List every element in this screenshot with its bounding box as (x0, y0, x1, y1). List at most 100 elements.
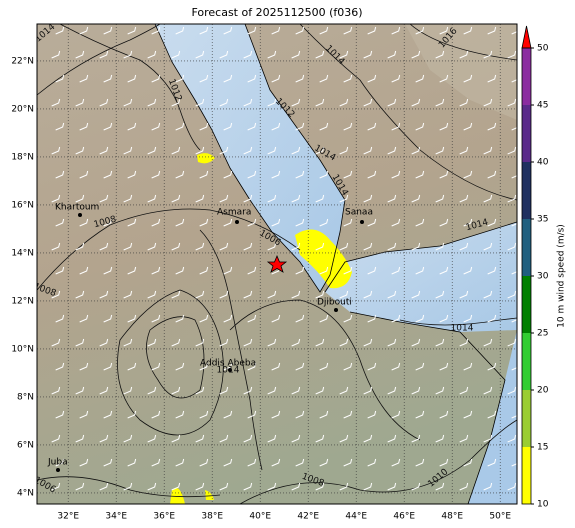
colorbar-segment (522, 48, 531, 105)
wind-barb (459, 146, 469, 155)
wind-barb (339, 290, 349, 299)
wind-barb (195, 50, 205, 59)
wind-barb (123, 146, 133, 155)
wind-barb (147, 338, 157, 347)
wind-barb (199, 410, 209, 419)
wind-barb (387, 338, 397, 347)
city-label: Khartoum (55, 203, 99, 213)
wind-barb (439, 314, 449, 323)
city-dot (334, 308, 338, 312)
wind-barb (243, 434, 253, 443)
wind-barb (127, 314, 137, 323)
wind-barb (271, 74, 281, 83)
wind-barb (343, 458, 353, 467)
wind-barb (199, 122, 209, 131)
wind-barb (243, 482, 253, 491)
wind-barb (147, 290, 157, 299)
wind-barb (175, 218, 185, 227)
wind-barb (271, 170, 281, 179)
wind-barb (487, 122, 497, 131)
wind-barb (223, 122, 233, 131)
wind-barb (223, 170, 233, 179)
wind-barb (483, 386, 493, 395)
wind-barb (319, 410, 329, 419)
coastlines (154, 24, 517, 504)
wind-barb (247, 122, 257, 131)
wind-barb (487, 314, 497, 323)
wind-barb (387, 290, 397, 299)
colorbar-tick-label: 20 (537, 386, 549, 396)
wind-barb (367, 74, 377, 83)
wind-barb (339, 434, 349, 443)
wind-barb (367, 170, 377, 179)
wind-barb (127, 266, 137, 275)
wind-barb (123, 290, 133, 299)
wind-barb (343, 410, 353, 419)
wind-barb (127, 26, 137, 35)
wind-barb (267, 290, 277, 299)
wind-barb (75, 98, 85, 107)
wind-barb (439, 122, 449, 131)
y-tick-label: 8°N (17, 392, 34, 402)
wind-barb (291, 146, 301, 155)
wind-barb (391, 362, 401, 371)
wind-barb (55, 458, 65, 467)
wind-barb (439, 74, 449, 83)
wind-barb (487, 74, 497, 83)
wind-barb (247, 218, 257, 227)
wind-barb (463, 314, 473, 323)
wind-barb (459, 482, 469, 491)
wind-barb (79, 266, 89, 275)
wind-barb (127, 458, 137, 467)
wind-barb (507, 338, 517, 347)
wind-barb (343, 218, 353, 227)
wind-barb (435, 434, 445, 443)
wind-barb (483, 338, 493, 347)
wind-barb (199, 314, 209, 323)
wind-barb (439, 410, 449, 419)
wind-barb (219, 482, 229, 491)
wind-barb (79, 74, 89, 83)
wind-barb (171, 194, 181, 203)
wind-barb (243, 50, 253, 59)
wind-barb (79, 26, 89, 35)
wind-barb (459, 434, 469, 443)
wind-barb (507, 194, 517, 203)
wind-barb (219, 98, 229, 107)
wind-barb (103, 74, 113, 83)
wind-barb (267, 50, 277, 59)
wind-barb (339, 386, 349, 395)
wind-barb (75, 386, 85, 395)
wind-barb (247, 410, 257, 419)
wind-barb (51, 242, 61, 251)
wind-barb (151, 314, 161, 323)
wind-barb (459, 386, 469, 395)
wind-barb (507, 434, 517, 443)
wind-barb (75, 194, 85, 203)
wind-barb (195, 290, 205, 299)
wind-barb (175, 362, 185, 371)
wind-barb (295, 26, 305, 35)
wind-barb (315, 386, 325, 395)
x-tick-label: 44°E (345, 512, 367, 522)
wind-barb (79, 170, 89, 179)
wind-barb (175, 410, 185, 419)
wind-barb (487, 26, 497, 35)
wind-barb (435, 290, 445, 299)
x-tick-label: 34°E (105, 512, 127, 522)
wind-barb (123, 50, 133, 59)
wind-barb (219, 242, 229, 251)
wind-barb (483, 242, 493, 251)
wind-barb (319, 266, 329, 275)
wind-barb (315, 290, 325, 299)
wind-barb (171, 242, 181, 251)
wind-barb (147, 50, 157, 59)
wind-barb (123, 338, 133, 347)
wind-barb (271, 362, 281, 371)
wind-barb (291, 434, 301, 443)
wind-barb (487, 362, 497, 371)
wind-barb (223, 410, 233, 419)
wind-barb (99, 50, 109, 59)
wind-barb (55, 218, 65, 227)
